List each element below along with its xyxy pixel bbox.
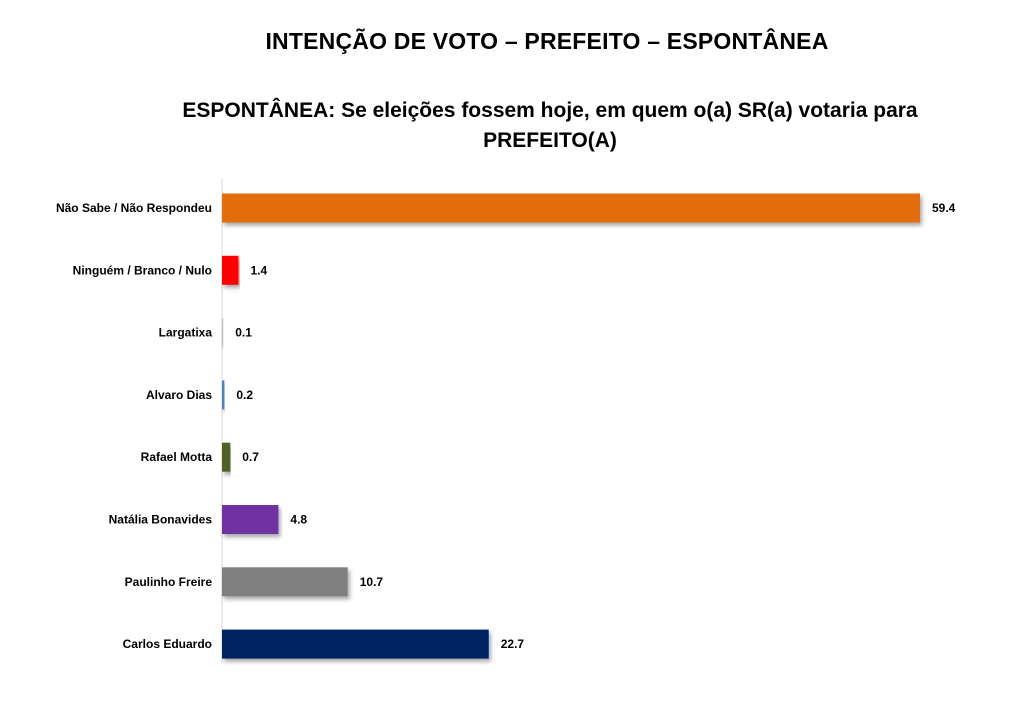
bar bbox=[222, 442, 231, 472]
chart-subtitle: ESPONTÂNEA: Se eleições fossem hoje, em … bbox=[182, 99, 918, 152]
value-label: 1.4 bbox=[250, 263, 267, 277]
bar bbox=[222, 380, 225, 410]
category-label: Alvaro Dias bbox=[146, 388, 212, 402]
value-label: 22.7 bbox=[501, 637, 525, 651]
value-label: 4.8 bbox=[290, 513, 307, 527]
bar bbox=[222, 629, 489, 659]
category-label: Paulinho Freire bbox=[125, 575, 213, 589]
value-label: 0.1 bbox=[235, 326, 252, 340]
bar bbox=[222, 193, 920, 223]
bar bbox=[222, 505, 279, 534]
value-label: 0.2 bbox=[236, 388, 253, 402]
value-label: 59.4 bbox=[932, 201, 956, 215]
value-label: 0.7 bbox=[242, 450, 259, 464]
category-label: Rafael Motta bbox=[141, 450, 213, 464]
category-label: Carlos Eduardo bbox=[123, 637, 212, 651]
value-label: 10.7 bbox=[360, 575, 384, 589]
category-label: Natália Bonavides bbox=[109, 513, 213, 527]
bar bbox=[222, 255, 239, 285]
chart-title: INTENÇÃO DE VOTO – PREFEITO – ESPONTÂNEA bbox=[265, 28, 829, 54]
bar bbox=[222, 567, 348, 597]
category-label: Ninguém / Branco / Nulo bbox=[73, 263, 212, 277]
category-label: Não Sabe / Não Respondeu bbox=[56, 201, 212, 215]
bar bbox=[222, 318, 224, 348]
category-label: Largatixa bbox=[159, 326, 213, 340]
